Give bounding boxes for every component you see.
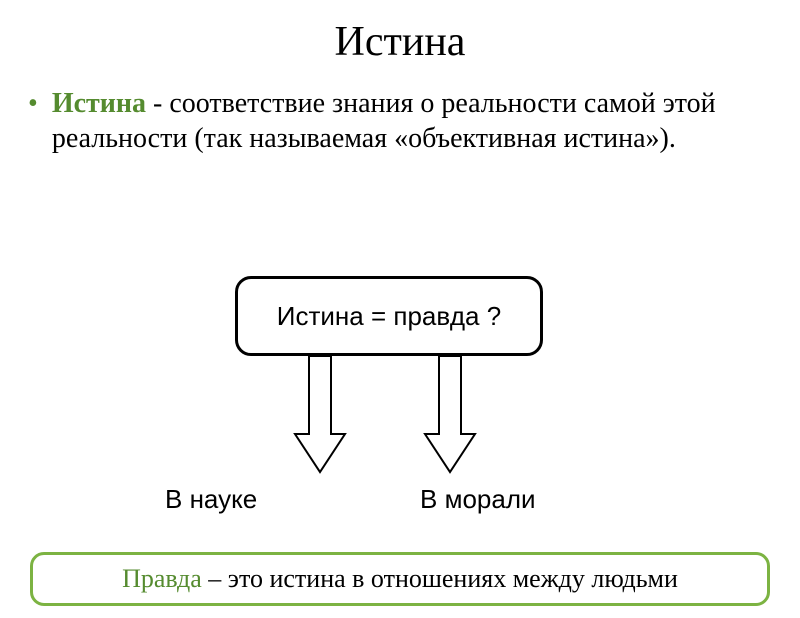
center-question-box: Истина = правда ? bbox=[235, 276, 543, 356]
definition-rest: - соответствие знания о реальности самой… bbox=[52, 88, 716, 154]
definition-row: • Истина - соответствие знания о реально… bbox=[0, 86, 800, 156]
bullet-icon: • bbox=[28, 86, 38, 122]
page-title: Истина bbox=[0, 18, 800, 66]
arrow-left-icon bbox=[295, 356, 345, 472]
footer-term: Правда bbox=[122, 564, 202, 593]
arrow-right-icon bbox=[425, 356, 475, 472]
footer-definition-box: Правда – это истина в отношениях между л… bbox=[30, 552, 770, 607]
label-science: В науке bbox=[165, 484, 257, 515]
label-morality: В морали bbox=[420, 484, 536, 515]
arrows-diagram bbox=[235, 356, 543, 476]
definition-term: Истина bbox=[52, 88, 146, 119]
definition-text: Истина - соответствие знания о реальност… bbox=[52, 86, 772, 156]
footer-rest: – это истина в отношениях между людьми bbox=[202, 564, 678, 593]
center-question-text: Истина = правда ? bbox=[277, 300, 501, 333]
